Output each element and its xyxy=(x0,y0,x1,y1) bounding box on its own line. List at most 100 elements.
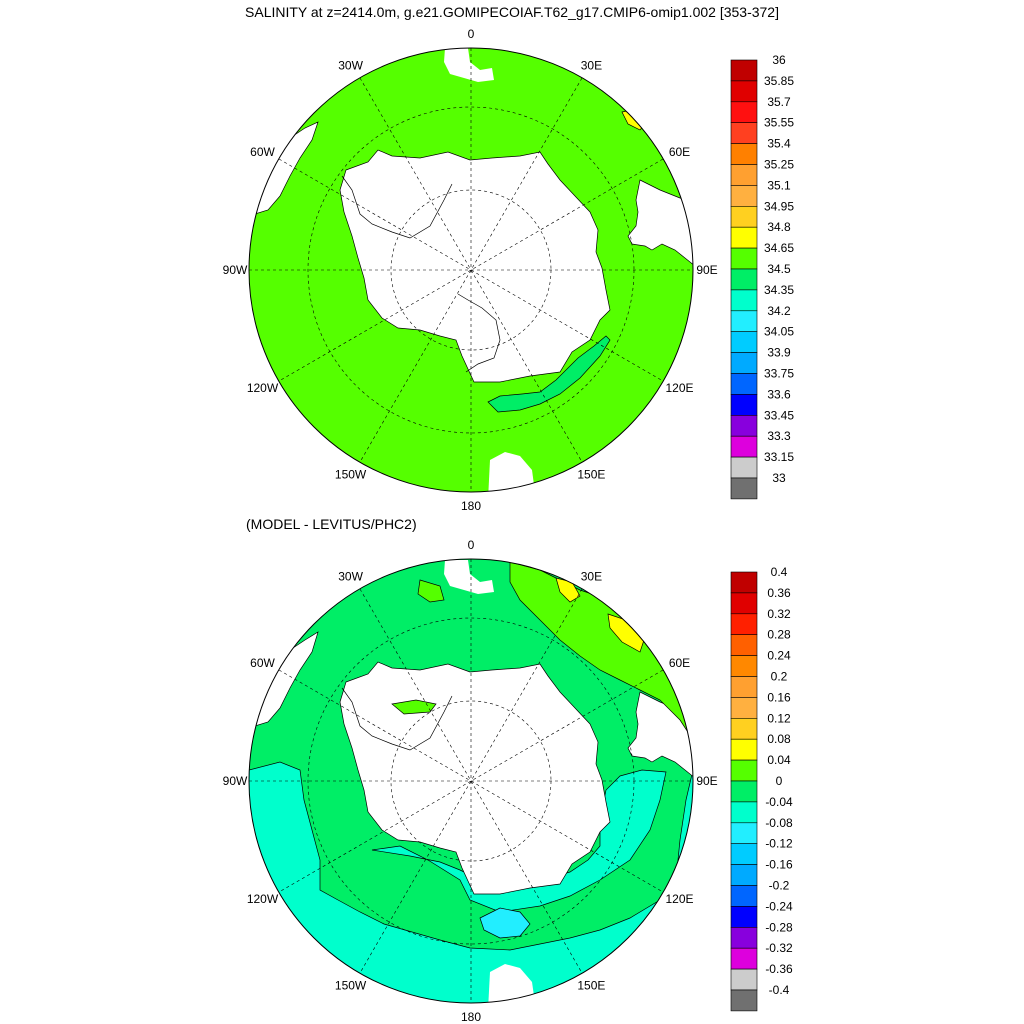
longitude-label: 90E xyxy=(696,774,717,788)
colorbar-label: 33.75 xyxy=(764,367,794,381)
colorbar-swatch xyxy=(730,676,758,698)
colorbar-label: 34.35 xyxy=(764,283,794,297)
top-map-border xyxy=(248,47,694,493)
colorbar-swatch xyxy=(730,906,758,928)
colorbar-label: 35.25 xyxy=(764,158,794,172)
colorbar-swatch xyxy=(730,310,758,332)
colorbar-label: 35.55 xyxy=(764,116,794,130)
colorbar-label: -0.36 xyxy=(765,962,793,976)
colorbar-label: 34.95 xyxy=(764,199,794,213)
difference-panel xyxy=(248,558,694,1004)
longitude-label: 150E xyxy=(577,467,605,481)
colorbar-label: 0.2 xyxy=(771,670,788,684)
colorbar-swatch xyxy=(730,289,758,312)
colorbar-swatch xyxy=(730,864,758,886)
colorbar-swatch xyxy=(730,268,758,291)
antarctica-land-2 xyxy=(339,661,611,895)
longitude-label: 120E xyxy=(665,381,693,395)
salinity-panel xyxy=(248,47,694,493)
colorbar-label: -0.32 xyxy=(765,941,793,955)
longitude-label: 90W xyxy=(223,263,248,277)
colorbar-swatch xyxy=(730,226,758,249)
colorbar-swatch xyxy=(730,968,758,991)
colorbars: 36 35.85 35.7 35.55 35.4 35.25 35.1 34.95 34.8 34… xyxy=(730,53,794,1012)
longitude-label: 60E xyxy=(669,145,690,159)
longitude-label: 180 xyxy=(461,1010,481,1024)
colorbar-label: 33.9 xyxy=(767,346,791,360)
difference-panel-title: (MODEL - LEVITUS/PHC2) xyxy=(246,516,417,532)
colorbar-label: 35.4 xyxy=(767,137,791,151)
colorbar-swatch xyxy=(730,801,758,824)
colorbar-swatch xyxy=(730,206,758,228)
colorbar-label: 0.4 xyxy=(771,565,788,579)
colorbar-swatch xyxy=(730,352,758,374)
colorbar-label: -0.4 xyxy=(769,983,790,997)
colorbar-swatch xyxy=(730,717,758,740)
colorbar-label: -0.08 xyxy=(765,816,793,830)
colorbar-label: -0.28 xyxy=(765,920,793,934)
longitude-label: 180 xyxy=(461,499,481,513)
colorbar-label: -0.16 xyxy=(765,858,793,872)
longitude-label: 150E xyxy=(577,978,605,992)
colorbar-label: 0.32 xyxy=(767,607,791,621)
colorbar-swatch xyxy=(730,101,758,124)
top-graticule xyxy=(249,48,693,492)
colorbar-label: 34.05 xyxy=(764,325,794,339)
colorbar-label: 33 xyxy=(772,471,786,485)
longitude-label: 150W xyxy=(335,978,367,992)
colorbar-swatch xyxy=(730,592,758,615)
colorbar-swatch xyxy=(730,697,758,719)
colorbar-label: -0.2 xyxy=(769,879,790,893)
antarctica-land xyxy=(339,149,611,383)
colorbar-label: 35.85 xyxy=(764,74,794,88)
antarctic-peninsula xyxy=(341,175,453,239)
longitude-label: 0 xyxy=(468,538,475,552)
colorbar-swatch xyxy=(730,843,758,865)
longitude-label: 60W xyxy=(250,656,275,670)
longitude-labels: 0 30E 60E 90E 120E 150E 180 150W 120W 90W 60W 30W 0 3… xyxy=(223,27,718,1024)
island-land-2 xyxy=(444,560,494,594)
colorbar-swatch xyxy=(730,613,758,635)
longitude-label: 30W xyxy=(338,59,363,73)
colorbar-swatch xyxy=(730,989,758,1012)
colorbar-label: 0.12 xyxy=(767,711,791,725)
colorbar-swatch xyxy=(730,738,758,761)
longitude-label: 150W xyxy=(335,467,367,481)
colorbar-swatch xyxy=(730,331,758,353)
longitude-label: 30E xyxy=(581,59,602,73)
colorbar-swatch xyxy=(730,185,758,207)
colorbar-label: 33.6 xyxy=(767,387,791,401)
longitude-label: 60E xyxy=(669,656,690,670)
positive-anomaly-small xyxy=(391,699,437,715)
colorbar-label: -0.12 xyxy=(765,837,793,851)
colorbar-swatch xyxy=(730,373,758,395)
positive-anomaly-patch xyxy=(417,579,445,603)
longitude-label: 120E xyxy=(665,892,693,906)
colorbar-label: 0.08 xyxy=(767,732,791,746)
colorbar-swatch xyxy=(730,435,758,458)
colorbar-label: 33.45 xyxy=(764,408,794,422)
bottom-map-border xyxy=(248,558,694,1004)
colorbar-label: 36 xyxy=(772,53,786,67)
colorbar-label: 0.16 xyxy=(767,690,791,704)
colorbar-label: -0.04 xyxy=(765,795,793,809)
colorbar-swatch xyxy=(730,926,758,949)
colorbar-label: 33.15 xyxy=(764,450,794,464)
colorbar-swatch xyxy=(730,122,758,144)
colorbar-label: 33.3 xyxy=(767,429,791,443)
colorbar-swatch xyxy=(730,634,758,656)
colorbar-swatch xyxy=(730,655,758,677)
longitude-label: 90E xyxy=(696,263,717,277)
colorbar-swatch xyxy=(730,247,758,270)
colorbar-swatch xyxy=(730,456,758,479)
longitude-label: 30W xyxy=(338,570,363,584)
colorbar-swatch xyxy=(730,759,758,782)
colorbar-swatch xyxy=(730,80,758,103)
longitude-label: 120W xyxy=(247,381,279,395)
colorbar-label: 34.5 xyxy=(767,262,791,276)
strong-negative-patch xyxy=(479,907,531,939)
longitude-label: 60W xyxy=(250,145,275,159)
colorbar-swatch xyxy=(730,571,758,594)
colorbar-label: 34.65 xyxy=(764,241,794,255)
